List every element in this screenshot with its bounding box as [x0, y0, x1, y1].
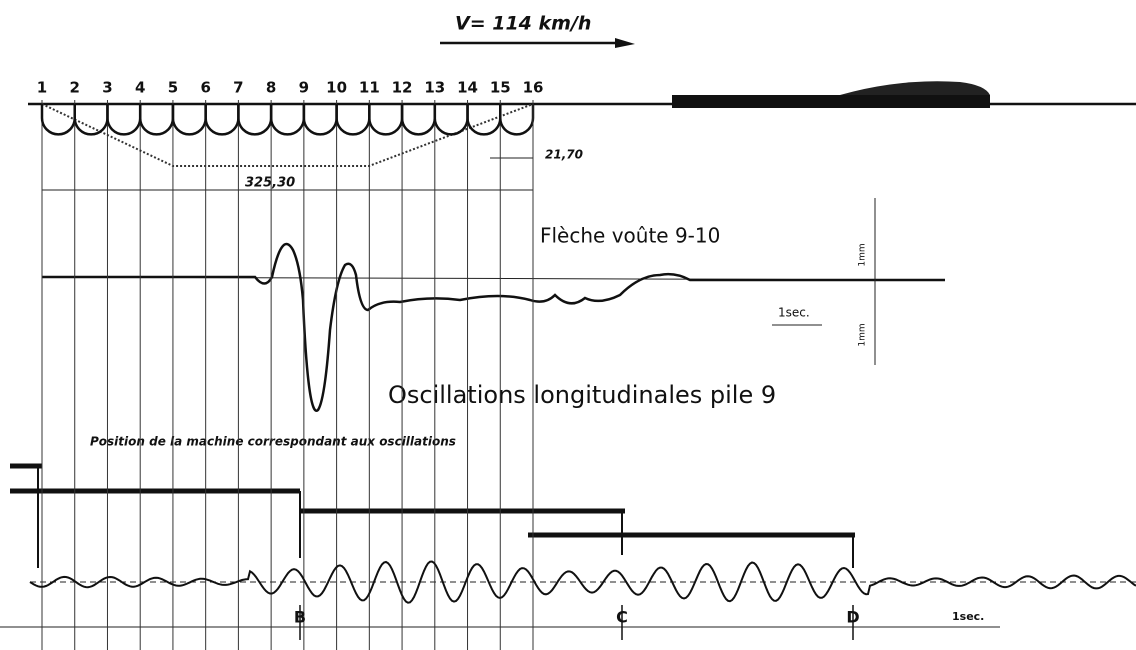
machine-positions — [10, 466, 855, 535]
pier-label: 14 — [457, 79, 478, 97]
total-length: 325,30 — [245, 176, 295, 191]
caption: Position de la machine correspondant aux… — [90, 435, 456, 449]
arch — [304, 104, 337, 134]
arch — [173, 104, 206, 134]
pier-label: 4 — [135, 79, 145, 97]
pier-label: 11 — [359, 79, 380, 97]
pier-label: 10 — [326, 79, 347, 97]
arch — [140, 104, 173, 134]
arch — [500, 104, 533, 134]
marker-label: B — [294, 608, 306, 627]
pier-label: 1 — [37, 79, 47, 97]
span-length: 21,70 — [545, 148, 583, 162]
pier-label: 13 — [424, 79, 445, 97]
train — [672, 95, 990, 108]
pier-label: 16 — [523, 79, 544, 97]
arch — [435, 104, 468, 134]
speed-arrowhead — [615, 38, 635, 48]
arch — [369, 104, 402, 134]
trace1-time: 1sec. — [778, 306, 810, 320]
position-arrows — [38, 466, 853, 568]
arch — [238, 104, 271, 134]
arch — [107, 104, 140, 134]
pier-label: 15 — [490, 79, 511, 97]
train-smoke — [840, 81, 990, 95]
pier-label: 8 — [266, 79, 276, 97]
scale-up: 1mm — [858, 243, 868, 266]
arch — [206, 104, 239, 134]
pier-label: 2 — [70, 79, 80, 97]
arch — [337, 104, 370, 134]
pier-label: 5 — [168, 79, 178, 97]
trace1-title: Flèche voûte 9-10 — [540, 224, 720, 248]
arch — [402, 104, 435, 134]
pier-label: 12 — [392, 79, 413, 97]
marker-label: C — [616, 608, 628, 627]
arch — [468, 104, 501, 134]
diagram: V= 114 km/h 325,30 21,70 Flèche voûte 9-… — [0, 0, 1136, 650]
arch — [75, 104, 108, 134]
speed: V= 114 km/h — [455, 13, 591, 35]
pier-label: 9 — [299, 79, 309, 97]
trace2-time: 1sec. — [952, 610, 984, 623]
pier-label: 7 — [233, 79, 243, 97]
arch — [271, 104, 304, 134]
pier-label: 6 — [200, 79, 210, 97]
pier-label: 3 — [102, 79, 112, 97]
marker-label: D — [846, 608, 859, 627]
arch — [42, 104, 75, 134]
scale-down: 1mm — [858, 323, 868, 346]
trace2-title: Oscillations longitudinales pile 9 — [388, 381, 776, 409]
